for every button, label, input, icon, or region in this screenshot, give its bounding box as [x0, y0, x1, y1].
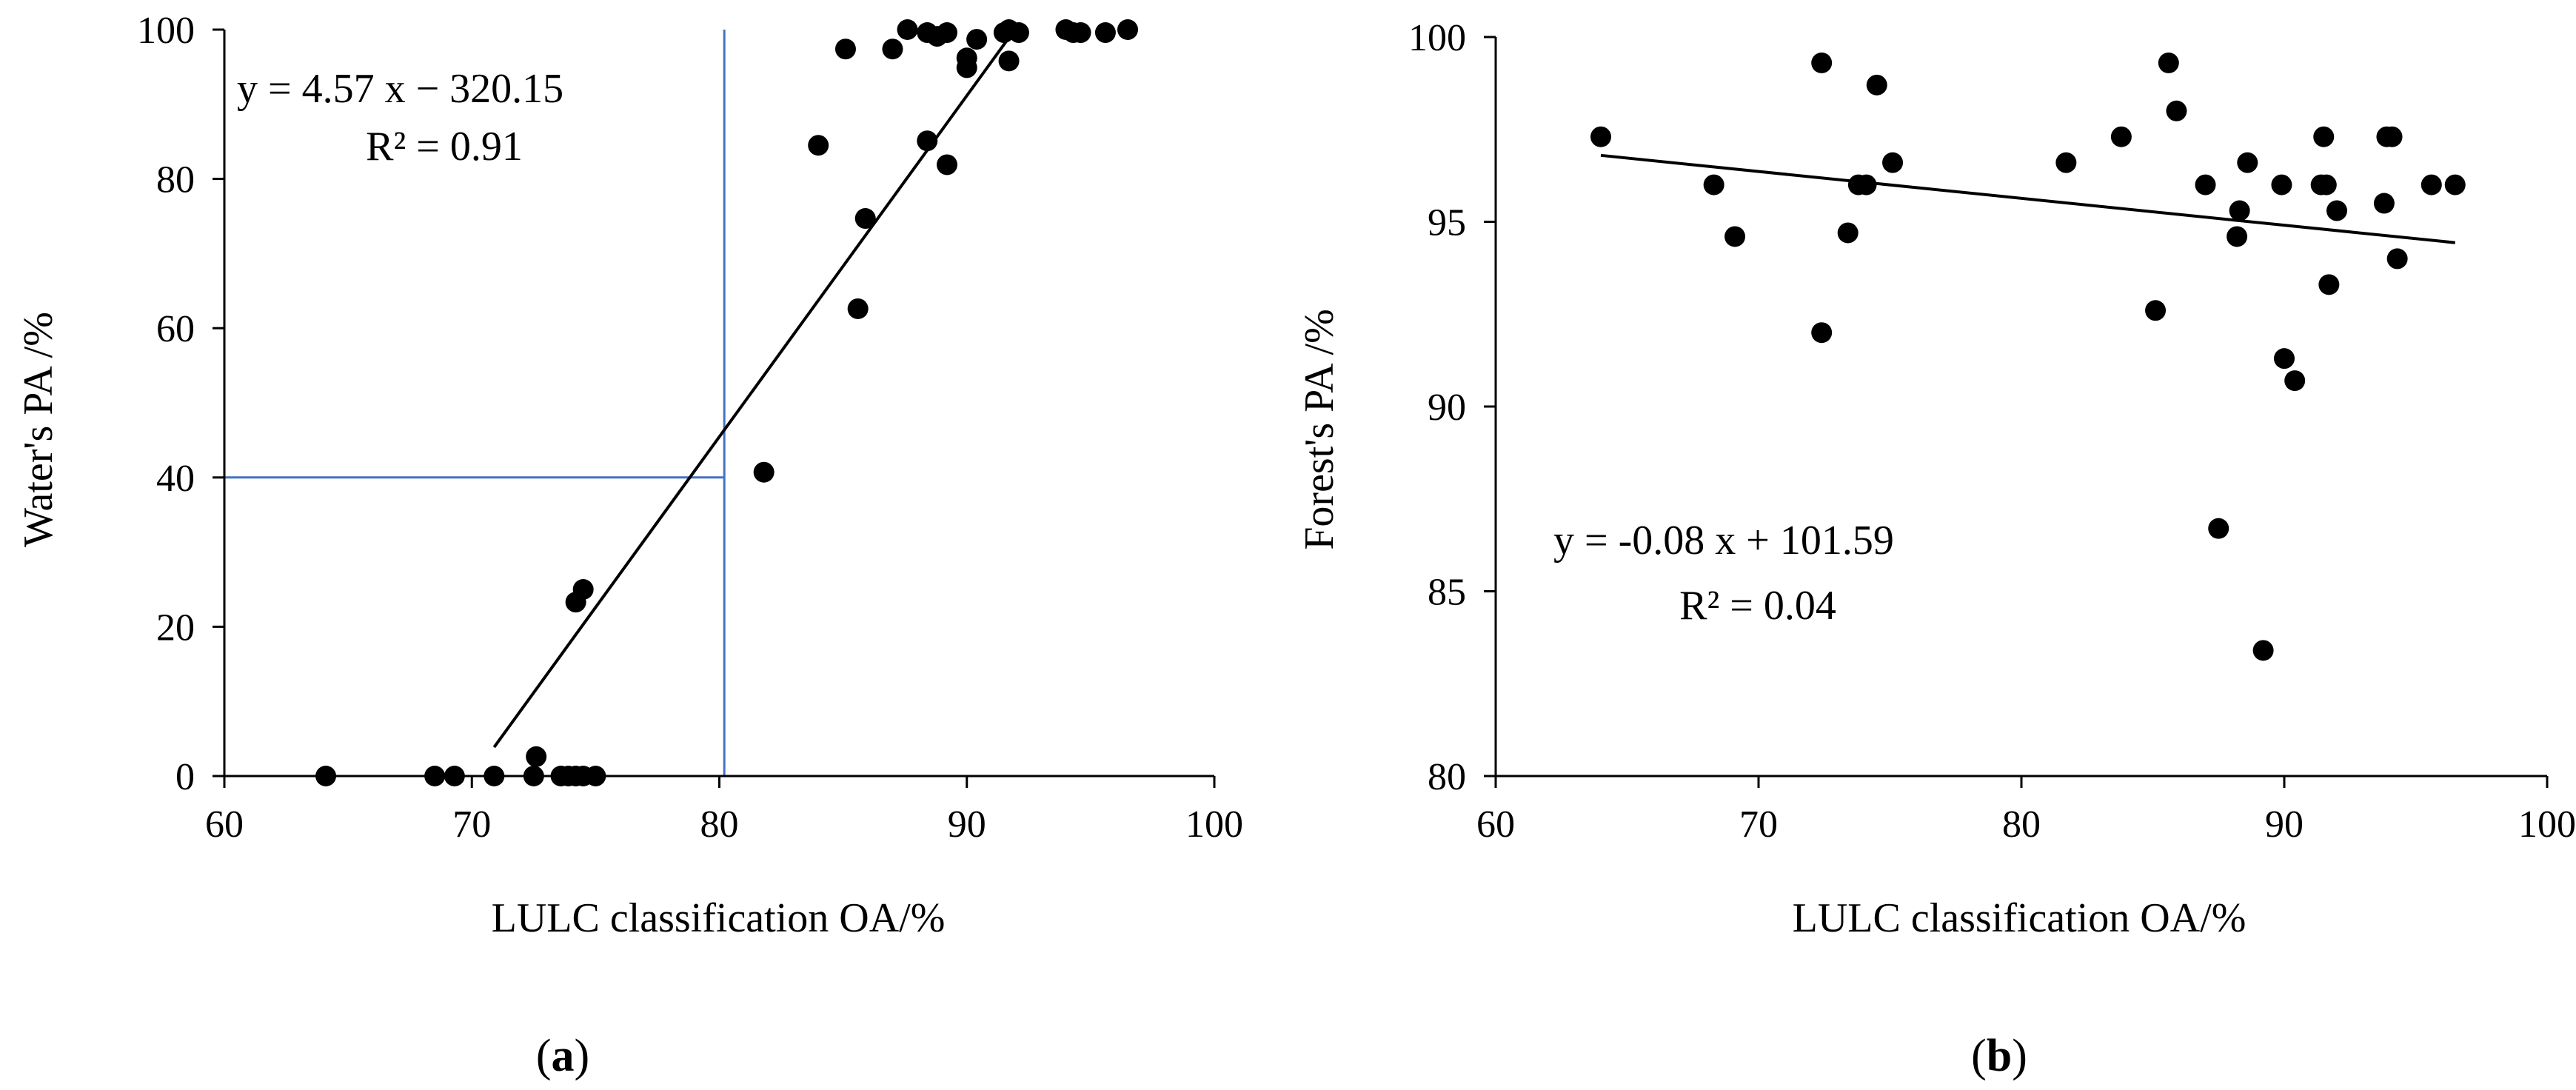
data-point-b: [1703, 174, 1724, 195]
x-tick-label-a: 90: [948, 803, 986, 846]
data-point-a: [956, 47, 977, 69]
data-point-b: [2252, 640, 2274, 661]
data-point-a: [1008, 22, 1029, 44]
x-axis-title-b: LULC classification OA/%: [1793, 895, 2247, 941]
data-point-b: [2145, 300, 2167, 321]
panel-label-a: (a): [536, 1031, 589, 1081]
data-point-b: [1837, 222, 1859, 244]
y-tick-label-a: 40: [156, 458, 195, 500]
data-point-a: [315, 766, 337, 786]
y-tick-label-a: 20: [156, 606, 195, 649]
data-point-a: [444, 766, 465, 786]
data-point-b: [1882, 152, 1904, 173]
data-point-b: [2195, 174, 2216, 195]
data-point-b: [2326, 200, 2347, 221]
data-point-b: [1811, 322, 1833, 344]
data-point-a: [1094, 22, 1116, 44]
x-tick-label-b: 80: [2002, 803, 2041, 846]
data-point-b: [2284, 370, 2306, 392]
y-tick-label-a: 60: [156, 308, 195, 350]
data-point-b: [2421, 174, 2442, 195]
data-point-b: [2237, 152, 2258, 173]
chart-panel-b: 60 70 80 90 100 80 85 90 95 100 y = -0.08 x + 101…: [1297, 17, 2576, 1081]
panel-label-a-letter: a: [552, 1031, 575, 1081]
trendline-b: [1600, 153, 2455, 244]
y-tick-label-b: 95: [1428, 202, 1466, 244]
data-point-b: [2110, 126, 2132, 147]
y-tick-label-b: 100: [1408, 17, 1466, 59]
x-tick-label-a: 100: [1185, 803, 1243, 846]
r-squared-label-b: R² = 0.04: [1679, 583, 1836, 629]
data-point-b: [2055, 152, 2077, 173]
data-point-b: [2158, 52, 2179, 73]
data-point-b: [2229, 200, 2250, 221]
panel-label-b-letter: b: [1987, 1031, 2012, 1081]
x-tick-label-a: 80: [700, 803, 739, 846]
x-tick-label-b: 60: [1476, 803, 1515, 846]
data-point-b: [2208, 518, 2229, 539]
data-point-a: [937, 154, 958, 175]
r-squared-label-a: R² = 0.91: [366, 124, 523, 170]
data-point-b: [2166, 100, 2187, 121]
y-axis-title-a: Water's PA /%: [16, 312, 61, 547]
data-point-b: [2315, 174, 2337, 195]
data-point-a: [966, 29, 988, 50]
data-point-b: [1856, 174, 1877, 195]
chart-panel-a: 60 70 80 90 100 0 20 40 60 80 100 y = 4.57 x − 320…: [16, 10, 1243, 1081]
y-axis-title-b: Forest's PA /%: [1297, 309, 1342, 549]
equation-label-a: y = 4.57 x − 320.15: [237, 66, 563, 112]
panel-label-b: (b): [1971, 1031, 2027, 1081]
data-point-a: [523, 766, 544, 786]
y-tick-label-b: 85: [1428, 572, 1466, 614]
y-tick-label-a: 100: [137, 10, 195, 52]
data-point-a: [526, 746, 547, 767]
y-tick-label-a: 80: [156, 159, 195, 201]
data-point-b: [2444, 174, 2466, 195]
data-point-a: [882, 39, 903, 60]
data-point-a: [424, 766, 446, 786]
data-point-a: [897, 19, 918, 40]
data-point-b: [2313, 126, 2335, 147]
x-tick-label-b: 70: [1739, 803, 1778, 846]
data-point-a: [1117, 19, 1139, 40]
data-point-b: [2274, 348, 2295, 370]
x-tick-label-a: 70: [452, 803, 491, 846]
data-point-a: [753, 461, 775, 483]
data-point-b: [2386, 248, 2408, 270]
data-point-a: [484, 766, 505, 786]
data-point-a: [572, 579, 594, 600]
data-point-b: [2318, 274, 2340, 295]
data-point-b: [1866, 74, 1887, 96]
data-point-b: [2227, 226, 2248, 247]
data-point-b: [2381, 126, 2403, 147]
data-point-b: [2373, 193, 2395, 214]
data-point-a: [834, 39, 856, 60]
data-point-a: [585, 766, 606, 786]
x-tick-label-a: 60: [205, 803, 244, 846]
data-point-a: [1070, 22, 1091, 44]
equation-label-b: y = -0.08 x + 101.59: [1553, 518, 1894, 564]
data-point-b: [2271, 174, 2292, 195]
x-tick-label-b: 90: [2265, 803, 2304, 846]
data-point-a: [917, 130, 938, 152]
data-point-a: [808, 135, 829, 156]
y-tick-label-b: 80: [1428, 756, 1466, 798]
y-tick-label-b: 90: [1428, 387, 1466, 429]
data-point-b: [1811, 52, 1833, 73]
x-axis-title-a: LULC classification OA/%: [492, 895, 946, 941]
data-point-b: [1724, 226, 1746, 247]
data-point-a: [847, 298, 869, 319]
trendline-a: [492, 33, 1013, 749]
data-point-b: [1590, 126, 1611, 147]
data-point-a: [998, 50, 1020, 72]
data-point-a: [937, 22, 958, 44]
x-tick-label-b: 100: [2518, 803, 2576, 846]
y-tick-label-a: 0: [175, 756, 195, 798]
data-point-a: [854, 208, 876, 230]
